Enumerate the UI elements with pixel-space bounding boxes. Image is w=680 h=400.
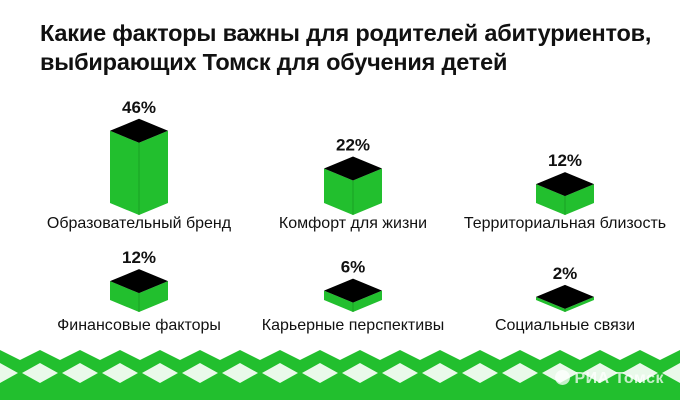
bar — [536, 172, 594, 215]
category-label: Финансовые факторы — [57, 317, 221, 334]
bar-top — [110, 269, 168, 294]
band-notch — [200, 350, 240, 360]
bar — [324, 278, 382, 312]
band-diamond — [582, 363, 618, 383]
band-diamond — [142, 363, 178, 383]
band-notch — [480, 350, 520, 360]
band-notch — [0, 350, 40, 360]
category-label: Карьерные перспективы — [262, 317, 444, 334]
bar — [110, 118, 168, 215]
band-notch — [320, 350, 360, 360]
band-diamond — [222, 363, 258, 383]
value-label: 12% — [122, 248, 156, 267]
title-line-1: Какие факторы важны для родителей абитур… — [40, 20, 652, 46]
brand-name: РИА Томск — [574, 370, 664, 387]
band-diamond — [262, 363, 298, 383]
value-label: 22% — [336, 135, 370, 154]
band-diamond — [502, 363, 538, 383]
band-notch — [120, 350, 160, 360]
title-line-2: выбирающих Томск для обучения детей — [40, 49, 508, 75]
band-notch — [400, 350, 440, 360]
category-label: Территориальная близость — [464, 215, 666, 232]
bar — [110, 269, 168, 312]
category-label: Образовательный бренд — [47, 215, 232, 232]
band-notch — [280, 350, 320, 360]
bar — [536, 284, 594, 312]
brand-watermark: РИА Томск — [555, 370, 664, 388]
band-diamond — [0, 363, 18, 383]
band-diamond — [342, 363, 378, 383]
value-label: 6% — [341, 258, 366, 277]
band-notch — [360, 350, 400, 360]
band-notch — [240, 350, 280, 360]
band-diamond — [622, 363, 658, 383]
value-label: 12% — [548, 151, 582, 170]
band-notch — [80, 350, 120, 360]
value-label: 46% — [122, 98, 156, 117]
band-diamond — [422, 363, 458, 383]
bar-top — [324, 156, 382, 181]
category-label: Социальные связи — [495, 317, 635, 334]
band-notch — [560, 350, 600, 360]
bar-top — [536, 172, 594, 197]
bar-top — [110, 118, 168, 143]
band-notch — [40, 350, 80, 360]
band-diamond — [62, 363, 98, 383]
band-notch — [640, 350, 680, 360]
ria-logo-icon — [555, 370, 571, 385]
band-notch — [520, 350, 560, 360]
band-notch — [600, 350, 640, 360]
band-diamond — [182, 363, 218, 383]
band-diamond — [662, 363, 680, 383]
band-notch — [160, 350, 200, 360]
band-diamond — [462, 363, 498, 383]
bar — [324, 156, 382, 215]
value-label: 2% — [553, 264, 578, 283]
band-diamond — [382, 363, 418, 383]
chart-title: Какие факторы важны для родителей абитур… — [40, 19, 670, 77]
category-label: Комфорт для жизни — [279, 215, 427, 232]
decorative-band — [0, 350, 680, 400]
band-diamond — [102, 363, 138, 383]
band-diamond — [302, 363, 338, 383]
bar-top — [536, 284, 594, 309]
band-diamond — [22, 363, 58, 383]
band-notch — [440, 350, 480, 360]
bar-top — [324, 278, 382, 303]
